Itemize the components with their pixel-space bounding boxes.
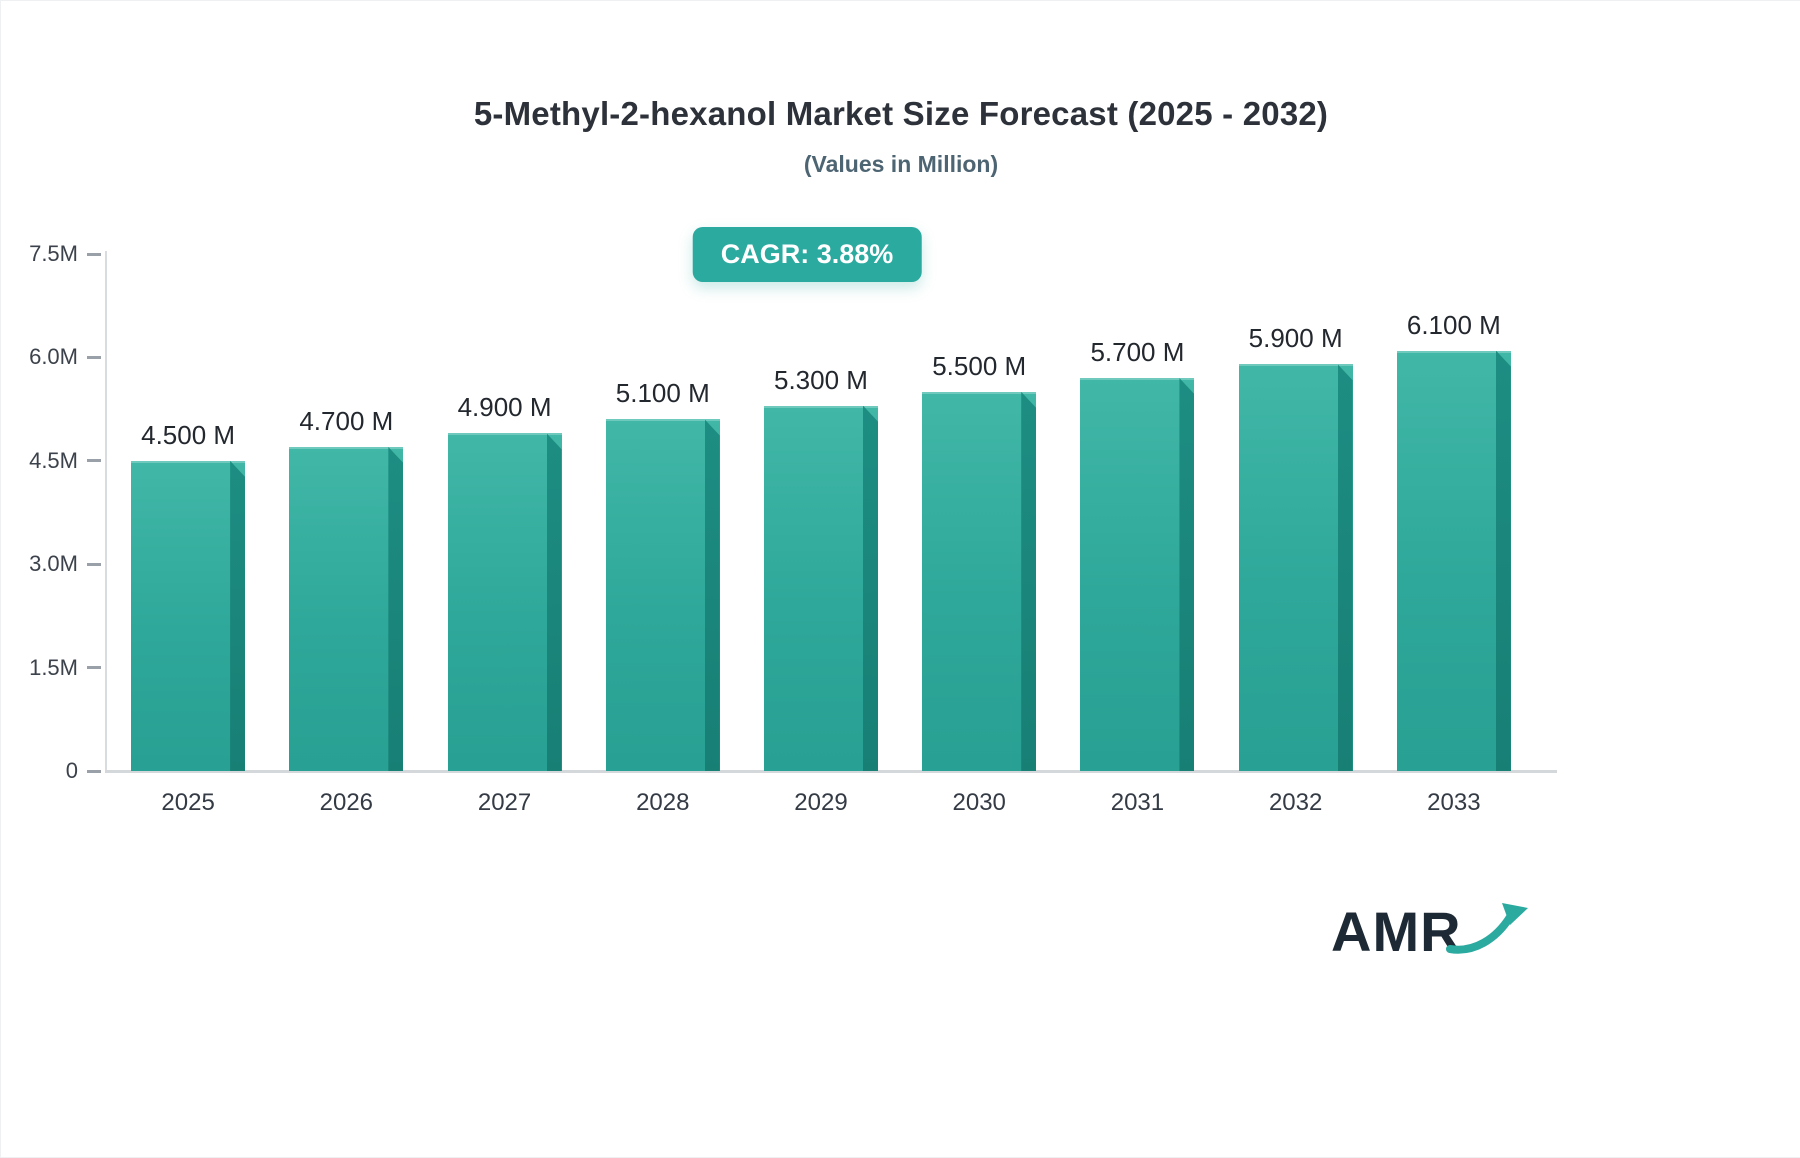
bar (763, 405, 878, 771)
bar (1396, 350, 1511, 771)
y-tick: 6.0M (29, 344, 101, 370)
bar-value-label: 4.900 M (457, 392, 552, 423)
y-tick-mark (87, 769, 101, 773)
bar-slot: 4.700 M (267, 254, 425, 771)
bar-slot: 5.700 M (1058, 254, 1216, 771)
bar-slot: 5.300 M (742, 254, 900, 771)
chart-title: 5-Methyl-2-hexanol Market Size Forecast … (473, 95, 1329, 132)
x-axis-label: 2031 (1110, 789, 1165, 816)
bar-side-face (230, 460, 246, 771)
bar (922, 391, 1037, 771)
bar (1080, 378, 1195, 771)
bar-slot: 5.100 M (584, 254, 742, 771)
bar-value-label: 4.700 M (299, 406, 394, 437)
y-tick-mark (87, 252, 101, 256)
y-axis-line (105, 251, 107, 772)
y-tick-mark (87, 355, 101, 359)
bar (1238, 364, 1353, 771)
y-tick-label: 4.5M (29, 447, 78, 473)
x-axis-label: 2032 (1268, 789, 1323, 816)
y-tick-mark (87, 562, 101, 566)
bar-side-face (1495, 350, 1511, 771)
x-axis-label: 2030 (952, 789, 1006, 816)
bar-side-face (546, 433, 562, 771)
x-axis-labels: 2025 2026 2027 2028 2029 2030 2031 2032 2033 (109, 789, 1533, 817)
bar-value-label: 5.500 M (932, 350, 1027, 381)
x-axis-label: 2029 (794, 789, 848, 816)
bar-value-label: 4.500 M (141, 419, 236, 450)
bar (605, 419, 720, 771)
bar-slot: 5.900 M (1217, 254, 1375, 771)
bar-side-face (1021, 391, 1037, 771)
bar-value-label: 5.300 M (774, 364, 868, 395)
y-tick: 1.5M (29, 655, 101, 681)
x-axis-line (105, 770, 1557, 773)
bar-side-face (1337, 364, 1353, 771)
y-axis-ticks: 0 1.5M 3.0M 4.5M 6.0M 7.5M (1, 241, 101, 783)
brand-logo: AMR (1331, 899, 1530, 964)
bar-slot: 4.900 M (425, 254, 583, 771)
y-tick-label: 0 (65, 758, 78, 783)
y-tick-label: 6.0M (29, 344, 78, 370)
y-tick-label: 1.5M (29, 654, 78, 680)
bar-value-label: 5.900 M (1248, 323, 1343, 354)
bar-value-label: 6.100 M (1406, 309, 1501, 340)
bar-side-face (388, 447, 404, 771)
y-tick: 0 (66, 758, 101, 784)
bar-slot: 4.500 M (109, 254, 267, 771)
brand-logo-text: AMR (1331, 900, 1462, 963)
bar (131, 460, 246, 771)
y-tick-label: 3.0M (29, 551, 78, 577)
chart-subtitle: (Values in Million) (803, 151, 999, 177)
bar-side-face (704, 419, 720, 771)
y-tick-mark (87, 666, 101, 670)
bar-value-label: 5.100 M (615, 378, 710, 409)
y-tick: 3.0M (29, 551, 101, 577)
bar-slot: 6.100 M (1375, 254, 1533, 771)
bars-area: 4.500 M 4.700 M 4.900 M 5.100 M 5.300 M 5.500… (109, 254, 1533, 771)
y-tick: 4.5M (29, 448, 101, 474)
bar-value-label: 5.700 M (1090, 337, 1185, 368)
y-tick-mark (87, 459, 101, 463)
bar (447, 433, 562, 771)
x-axis-label: 2025 (161, 789, 215, 816)
bar-slot: 5.500 M (900, 254, 1058, 771)
bar-side-face (862, 405, 878, 771)
growth-arrow-icon (1445, 902, 1528, 954)
x-axis-label: 2026 (319, 789, 374, 816)
x-axis-label: 2027 (477, 789, 532, 816)
bar-side-face (1179, 378, 1195, 771)
bar (289, 447, 404, 771)
y-tick-label: 7.5M (29, 241, 78, 266)
cagr-badge: CAGR: 3.88% (692, 227, 922, 282)
y-tick: 7.5M (29, 241, 101, 267)
x-axis-label: 2033 (1427, 789, 1481, 816)
x-axis-label: 2028 (636, 789, 690, 816)
